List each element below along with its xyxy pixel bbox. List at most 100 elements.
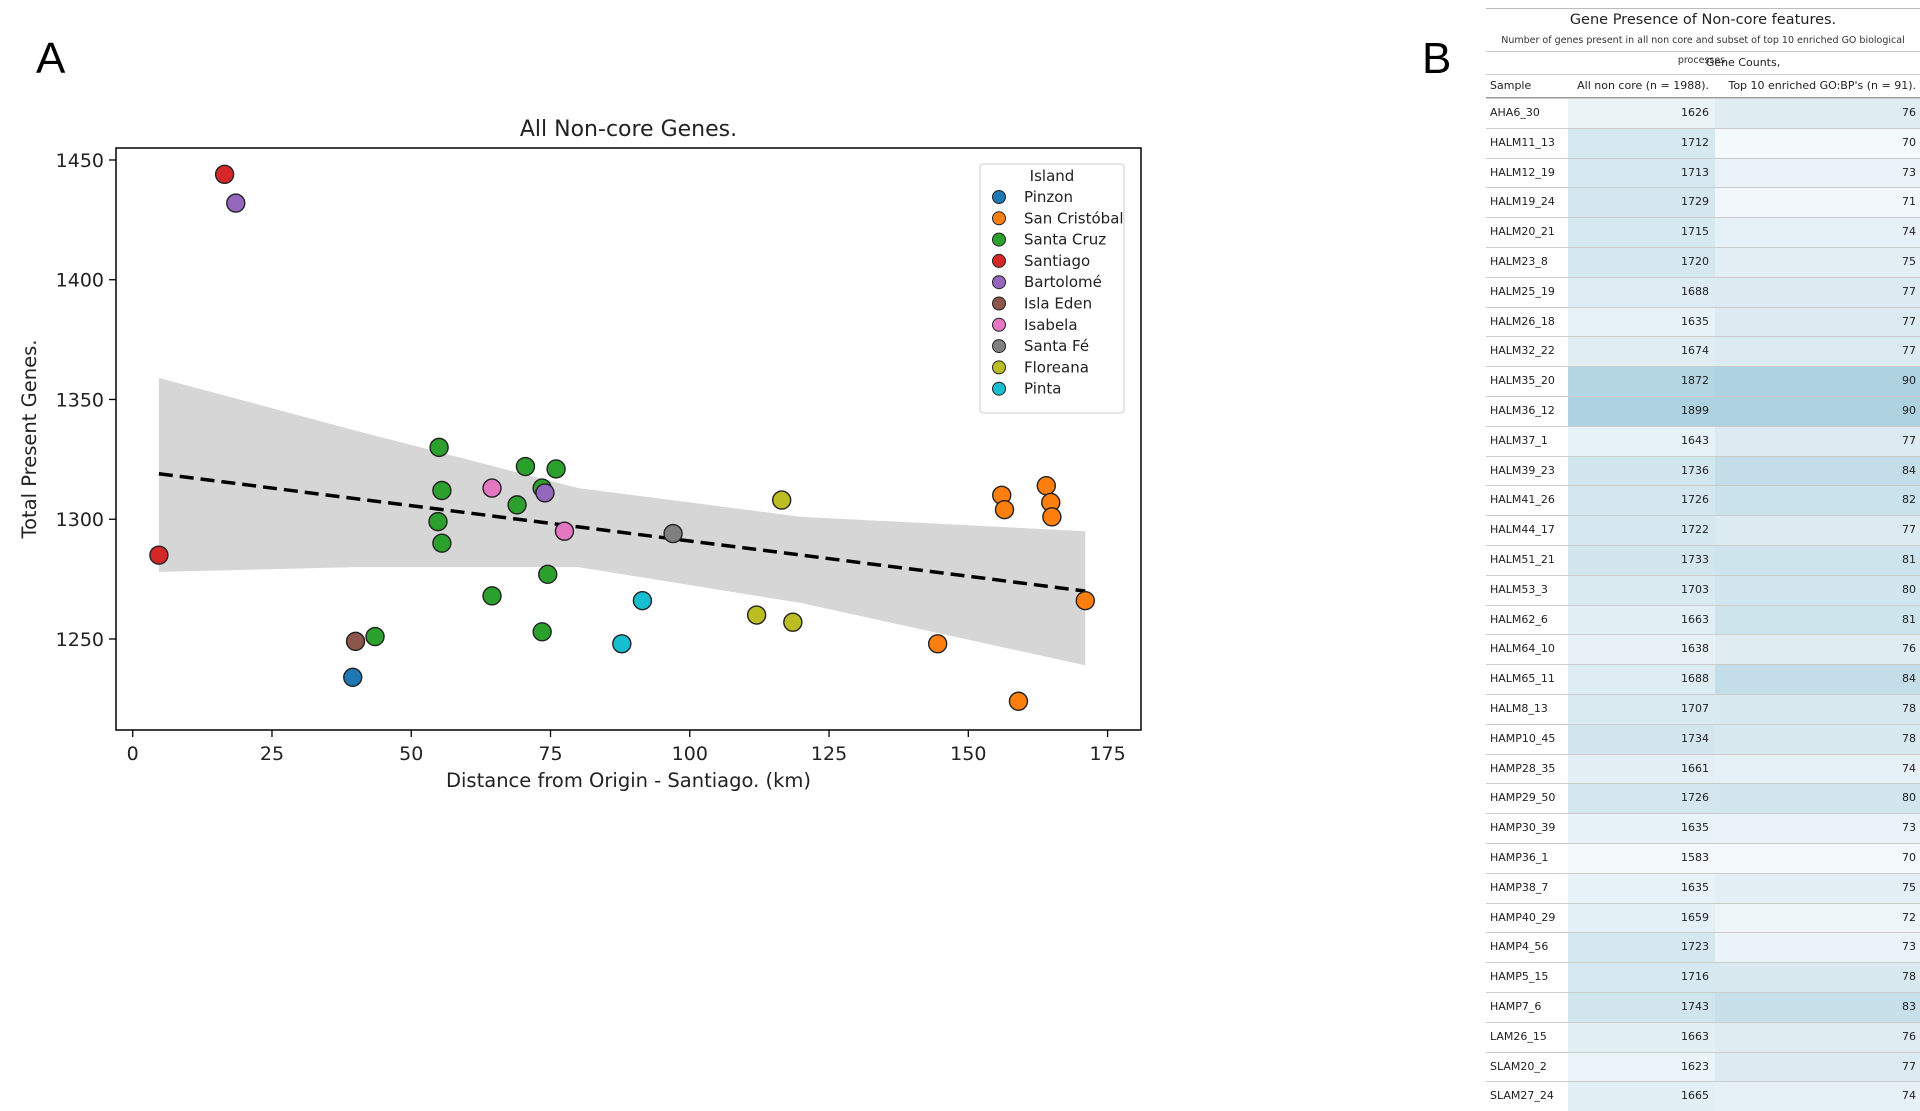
- legend-label: Pinzon: [1024, 188, 1073, 206]
- cell-top10-go-bp: 80: [1715, 575, 1920, 605]
- y-tick-label: 1400: [56, 270, 104, 292]
- legend-marker: [992, 296, 1006, 311]
- cell-all-non-core: 1661: [1568, 754, 1715, 784]
- table-row: LAM26_15 1663 76: [1486, 1021, 1920, 1052]
- table-row: HALM25_19 1688 77: [1486, 276, 1920, 307]
- cell-sample: HALM41_26: [1490, 493, 1555, 507]
- cell-top10-go-bp: 73: [1715, 158, 1920, 188]
- header-top10-go-bp: Top 10 enriched GO:BP's (n = 91).: [1728, 79, 1916, 92]
- cell-sample: HAMP10_45: [1490, 731, 1556, 745]
- cell-top10-go-bp: 78: [1715, 963, 1920, 992]
- data-point: [1042, 507, 1062, 527]
- table-row: HALM26_18 1635 77: [1486, 306, 1920, 337]
- cell-all-non-core: 1726: [1568, 784, 1715, 814]
- table-row: HALM64_10 1638 76: [1486, 634, 1920, 665]
- cell-sample: HAMP29_50: [1490, 791, 1556, 805]
- legend-label: Isla Eden: [1024, 295, 1092, 313]
- cell-sample: HALM26_18: [1490, 314, 1555, 328]
- table-row: HALM62_6 1663 81: [1486, 604, 1920, 635]
- cell-all-non-core: 1715: [1568, 218, 1715, 247]
- table-row: HALM51_21 1733 81: [1486, 544, 1920, 575]
- table-row: HALM20_21 1715 74: [1486, 217, 1920, 247]
- cell-top10-go-bp: 84: [1715, 665, 1920, 694]
- data-point: [663, 523, 683, 544]
- x-tick-label: 0: [127, 743, 139, 765]
- legend-label: Santa Fé: [1024, 337, 1089, 355]
- cell-sample: HALM37_1: [1490, 433, 1548, 447]
- data-point: [214, 164, 235, 185]
- data-point: [535, 483, 555, 503]
- table-row: HAMP28_35 1661 74: [1486, 753, 1920, 784]
- data-point: [149, 545, 169, 565]
- table-row: HALM32_22 1674 77: [1486, 336, 1920, 367]
- panel-a-label: A: [36, 34, 66, 83]
- table-row: HAMP4_56 1723 73: [1486, 932, 1920, 963]
- cell-top10-go-bp: 90: [1715, 367, 1920, 396]
- cell-top10-go-bp: 81: [1715, 545, 1920, 575]
- legend-label: Isabela: [1024, 316, 1078, 334]
- table-row: HAMP5_15 1716 78: [1486, 962, 1920, 992]
- data-point: [515, 456, 536, 477]
- cell-sample: HAMP5_15: [1490, 970, 1549, 984]
- header-all-non-core: All non core (n = 1988).: [1577, 79, 1709, 92]
- x-tick-label: 175: [1089, 743, 1125, 765]
- cell-all-non-core: 1659: [1568, 903, 1715, 933]
- legend-marker: [992, 339, 1006, 354]
- legend-marker: [992, 232, 1006, 247]
- cell-all-non-core: 1872: [1568, 367, 1715, 396]
- cell-all-non-core: 1638: [1568, 635, 1715, 665]
- table-body: AHA6_30 1626 76 HALM11_13 1712 70 HALM12_19 171…: [1486, 98, 1920, 1111]
- cell-all-non-core: 1643: [1568, 426, 1715, 456]
- cell-sample: HAMP28_35: [1490, 761, 1556, 775]
- legend-label: Santiago: [1024, 252, 1090, 270]
- cell-all-non-core: 1688: [1568, 665, 1715, 694]
- legend-box: [979, 163, 1125, 414]
- cell-all-non-core: 1635: [1568, 814, 1715, 843]
- cell-top10-go-bp: 75: [1715, 247, 1920, 277]
- cell-top10-go-bp: 70: [1715, 843, 1920, 873]
- x-tick-label: 75: [538, 743, 562, 765]
- chart-title: All Non-core Genes.: [520, 117, 737, 142]
- x-tick-label: 125: [811, 743, 847, 765]
- table-row: HALM39_23 1736 84: [1486, 455, 1920, 486]
- cell-all-non-core: 1733: [1568, 545, 1715, 575]
- cell-all-non-core: 1674: [1568, 337, 1715, 367]
- data-point: [746, 605, 767, 625]
- cell-top10-go-bp: 78: [1715, 694, 1920, 724]
- data-point: [345, 631, 366, 652]
- cell-sample: HALM11_13: [1490, 135, 1555, 149]
- cell-top10-go-bp: 84: [1715, 456, 1920, 486]
- cell-top10-go-bp: 81: [1715, 605, 1920, 635]
- table-subtitle: Number of genes present in all non core …: [1501, 35, 1905, 66]
- table-row: HALM36_12 1899 90: [1486, 395, 1920, 426]
- data-point: [783, 612, 803, 632]
- cell-all-non-core: 1623: [1568, 1052, 1715, 1082]
- cell-all-non-core: 1723: [1568, 933, 1715, 963]
- cell-sample: HALM36_12: [1490, 403, 1555, 417]
- table-group-header: Gene Counts,: [1705, 56, 1781, 69]
- data-point: [507, 495, 527, 515]
- cell-all-non-core: 1736: [1568, 456, 1715, 486]
- legend-label: Santa Cruz: [1024, 231, 1106, 249]
- cell-top10-go-bp: 76: [1715, 635, 1920, 665]
- cell-top10-go-bp: 75: [1715, 873, 1920, 903]
- cell-sample: HALM64_10: [1490, 642, 1555, 656]
- cell-top10-go-bp: 76: [1715, 1022, 1920, 1052]
- cell-top10-go-bp: 73: [1715, 814, 1920, 843]
- data-point: [994, 499, 1015, 520]
- cell-sample: HALM62_6: [1490, 612, 1548, 626]
- table-row: HALM37_1 1643 77: [1486, 425, 1920, 456]
- cell-sample: HALM25_19: [1490, 284, 1555, 298]
- data-point: [429, 437, 449, 458]
- data-point: [532, 622, 552, 642]
- table-group-header-row: Gene Counts,: [1486, 51, 1920, 74]
- legend-label: Pinta: [1024, 380, 1061, 398]
- cell-sample: HALM19_24: [1490, 195, 1555, 209]
- data-point: [554, 521, 575, 541]
- cell-top10-go-bp: 74: [1715, 218, 1920, 247]
- data-point: [365, 626, 385, 647]
- table-row: HALM11_13 1712 70: [1486, 127, 1920, 158]
- cell-top10-go-bp: 74: [1715, 754, 1920, 784]
- table-row: HALM44_17 1722 77: [1486, 515, 1920, 545]
- cell-sample: HAMP7_6: [1490, 999, 1542, 1013]
